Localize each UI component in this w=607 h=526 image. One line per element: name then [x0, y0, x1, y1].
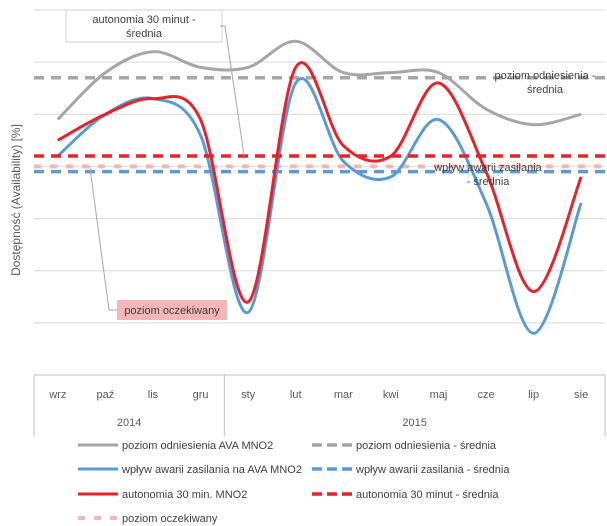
series-line-wplyw-awarii-zasilania-na-ava-mno2	[56, 77, 583, 335]
x-tick-label: paź	[97, 389, 115, 401]
legend: poziom odniesienia AVA MNO2 poziom odnies…	[78, 440, 510, 525]
legend-item: autonomia 30 min. MNO2	[78, 489, 247, 501]
x-tick-label: sty	[241, 389, 256, 401]
series-line-poziom-odniesienia-ava-mno2	[56, 39, 582, 127]
y-axis-label: Dostępność (Availability) [%]	[9, 124, 23, 276]
legend-item: poziom odniesienia - średnia	[312, 440, 497, 452]
callout-text: poziom odniesienia -	[495, 70, 596, 82]
x-tick-label: mar	[334, 389, 353, 401]
callout-text: poziom oczekiwany	[124, 305, 220, 317]
x-group-label: 2014	[117, 417, 141, 429]
x-tick-label: kwi	[383, 389, 399, 401]
callout-text: wpływ awarii zasilania	[433, 162, 542, 174]
callout-highlight	[117, 300, 227, 320]
x-tick-label: cze	[477, 389, 494, 401]
x-tick-label: lut	[290, 389, 302, 401]
x-tick-label: wrz	[48, 389, 66, 401]
legend-item: poziom odniesienia AVA MNO2	[78, 440, 273, 452]
series-line-autonomia-30-min-mno2	[57, 61, 583, 304]
legend-label: wpływ awarii zasilania na AVA MNO2	[121, 464, 302, 476]
legend-label: autonomia 30 min. MNO2	[122, 489, 247, 501]
legend-item: wpływ awarii zasilania na AVA MNO2	[78, 464, 302, 476]
callout-text: - średnia	[467, 176, 511, 188]
series-lines	[34, 39, 605, 335]
legend-label: poziom oczekiwany	[122, 513, 218, 525]
legend-label: poziom odniesienia - średnia	[356, 440, 497, 452]
x-tick-label: lis	[148, 389, 159, 401]
legend-item: wpływ awarii zasilania - średnia	[312, 464, 510, 476]
callout-leader-line	[89, 166, 117, 311]
x-axis: wrz paź lis gru sty lut mar kwi maj cze lip sie 2014…	[33, 374, 606, 436]
x-tick-label: lip	[528, 389, 539, 401]
legend-item: poziom oczekiwany	[78, 513, 218, 525]
legend-label: autonomia 30 minut - średnia	[356, 489, 499, 501]
x-group-label: 2015	[402, 417, 426, 429]
x-tick-label: sie	[574, 389, 588, 401]
legend-label: poziom odniesienia AVA MNO2	[122, 440, 273, 452]
legend-item: autonomia 30 minut - średnia	[312, 489, 499, 501]
legend-label: wpływ awarii zasilania - średnia	[355, 464, 510, 476]
x-tick-label: maj	[430, 389, 448, 401]
annotations: autonomia 30 minut - średnia poziom odnies…	[65, 9, 596, 320]
x-tick-label: gru	[193, 389, 209, 401]
callout-text: średnia	[126, 28, 163, 40]
callout-text: średnia	[527, 84, 564, 96]
callout-leader-line	[220, 25, 245, 157]
callout-text: autonomia 30 minut -	[92, 14, 196, 26]
